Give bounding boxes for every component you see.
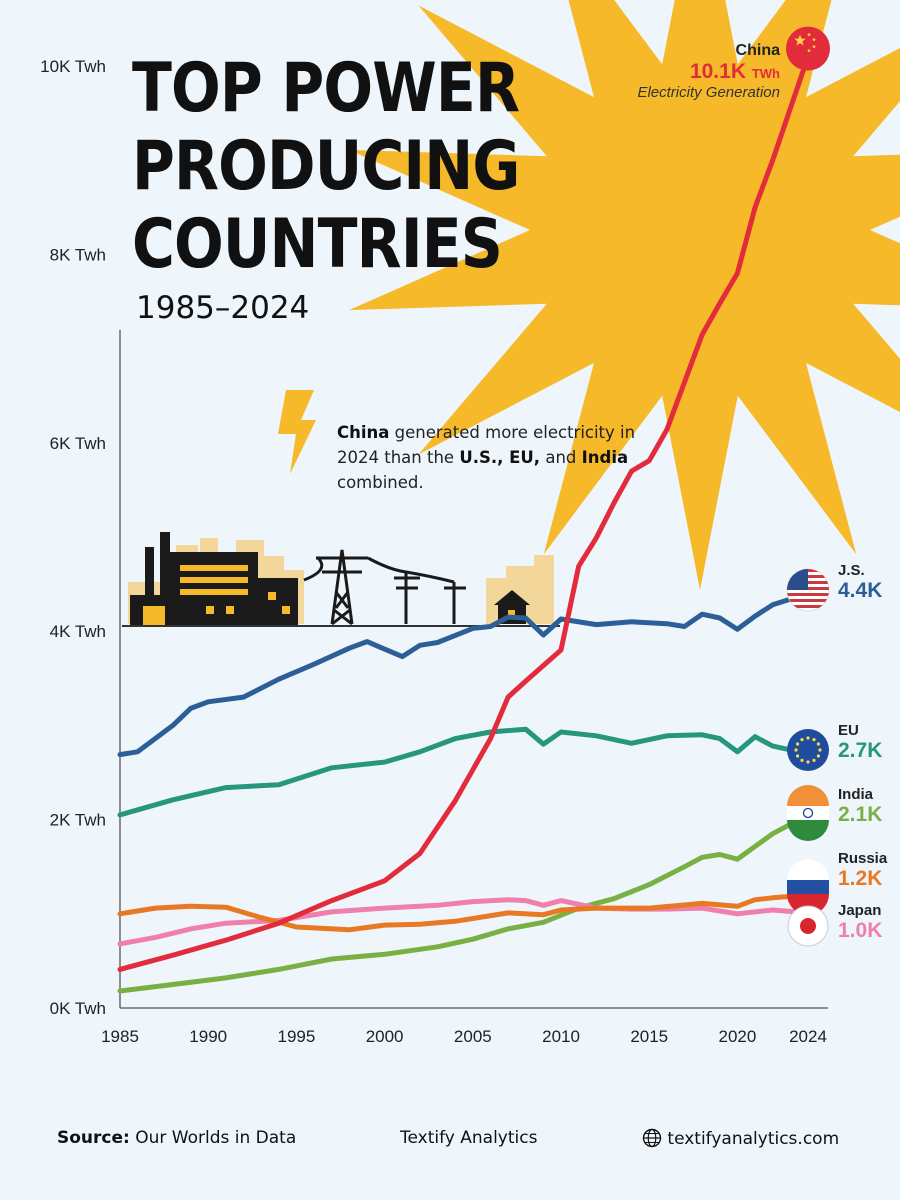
series-line-russia	[117, 892, 811, 933]
chart-subtitle: 1985–2024	[136, 290, 310, 326]
title-line: PRODUCING	[132, 127, 520, 206]
series-line-india	[117, 812, 811, 994]
website-text: textifyanalytics.com	[667, 1129, 840, 1149]
x-tick-label: 2020	[719, 1027, 757, 1046]
power-plant-illustration	[122, 532, 560, 627]
china-value-number: 10.1K	[689, 60, 746, 83]
us-flag-icon	[786, 568, 830, 612]
china-label: China 10.1K TWh Electricity Generation	[637, 42, 780, 101]
x-tick-label: 2015	[630, 1027, 668, 1046]
japan-value: 1.0K	[838, 919, 883, 942]
chart-title: TOP POWER PRODUCING COUNTRIES	[132, 50, 520, 284]
source-label: Source:	[57, 1128, 130, 1148]
series-line-us	[117, 591, 811, 758]
y-tick-label: 10K Twh	[40, 57, 106, 76]
globe-icon	[642, 1128, 662, 1148]
callout-india: India	[581, 448, 629, 467]
callout-china: China	[337, 423, 390, 442]
eu-value: 2.7K	[838, 739, 883, 762]
india-flag-icon	[787, 785, 829, 841]
us-label: J.S. 4.4K	[838, 562, 882, 603]
us-name: J.S.	[838, 562, 865, 579]
callout-text-part: combined.	[337, 473, 424, 492]
utility-pole-icon	[394, 572, 466, 624]
y-tick-label: 8K Twh	[50, 245, 106, 264]
eu-label: EU 2.7K	[838, 722, 882, 763]
russia-value: 1.2K	[838, 867, 883, 890]
transmission-tower-icon	[303, 549, 455, 626]
source-note: Source: Our Worlds in Data	[57, 1128, 296, 1148]
series-line-eu	[117, 726, 811, 818]
series-line-japan	[117, 897, 811, 947]
y-tick-label: 4K Twh	[50, 622, 106, 641]
china-value: 10.1K TWh	[637, 60, 780, 84]
eu-name: EU	[838, 722, 859, 739]
sun-rays	[349, 0, 900, 590]
x-tick-label: 2005	[454, 1027, 492, 1046]
china-name: China	[735, 42, 780, 59]
china-value-unit: TWh	[751, 66, 780, 81]
russia-label: Russia 1.2K	[838, 850, 887, 891]
y-tick-label: 0K Twh	[50, 999, 106, 1018]
x-tick-label: 2024	[789, 1027, 827, 1046]
website-link[interactable]: textifyanalytics.com	[642, 1128, 839, 1149]
skyline-ground	[122, 625, 560, 627]
x-tick-label: 1995	[277, 1027, 315, 1046]
india-label: India 2.1K	[838, 786, 882, 827]
japan-flag-icon	[787, 905, 829, 947]
title-line: COUNTRIES	[132, 205, 503, 284]
china-flag-icon	[786, 26, 830, 71]
callout-text-part: generated more electricity in 2024 than …	[337, 423, 636, 467]
y-tick-label: 6K Twh	[50, 434, 106, 453]
us-value: 4.4K	[838, 579, 883, 602]
x-tick-label: 1990	[189, 1027, 227, 1046]
eu-flag-icon	[787, 729, 829, 771]
series-line-china	[117, 54, 811, 972]
x-tick-label: 2010	[542, 1027, 580, 1046]
china-subtitle: Electricity Generation	[637, 84, 780, 101]
y-tick-label: 2K Twh	[50, 811, 106, 830]
x-tick-label: 1985	[101, 1027, 139, 1046]
callout-text-part: and	[540, 448, 582, 467]
title-line: TOP POWER	[132, 49, 520, 128]
japan-label: Japan 1.0K	[838, 902, 882, 943]
callout-us-eu: U.S., EU,	[459, 448, 541, 467]
india-name: India	[838, 786, 874, 803]
india-value: 2.1K	[838, 803, 883, 826]
callout-text: China generated more electricity in 2024…	[337, 420, 637, 495]
brand-name: Textify Analytics	[400, 1128, 538, 1148]
japan-name: Japan	[838, 902, 882, 919]
x-tick-label: 2000	[366, 1027, 404, 1046]
russia-name: Russia	[838, 850, 888, 867]
source-value: Our Worlds in Data	[129, 1128, 297, 1148]
sun-icon	[349, 0, 900, 590]
lightning-bolt-icon	[278, 390, 316, 474]
